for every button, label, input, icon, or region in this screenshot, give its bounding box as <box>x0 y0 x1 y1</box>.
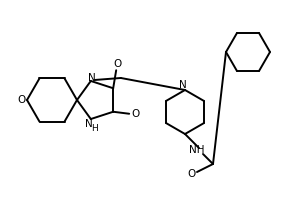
Text: O: O <box>188 169 196 179</box>
Text: N: N <box>85 119 93 129</box>
Text: O: O <box>131 109 139 119</box>
Text: N: N <box>179 80 187 90</box>
Text: NH: NH <box>189 145 205 155</box>
Text: H: H <box>92 124 98 133</box>
Text: N: N <box>88 73 96 83</box>
Text: O: O <box>113 59 121 69</box>
Text: O: O <box>18 95 26 105</box>
